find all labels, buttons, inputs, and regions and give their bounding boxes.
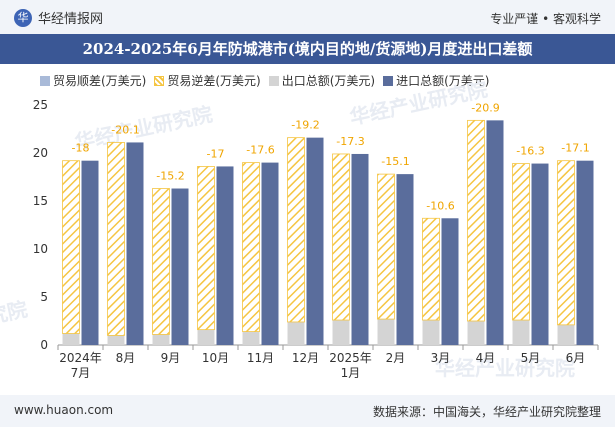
y-tick-label: 20 xyxy=(33,146,48,160)
brand-name: 华经情报网 xyxy=(38,12,104,27)
footer-bar: www.huaon.com 数据来源：中国海关，华经产业研究院整理 xyxy=(0,395,615,427)
legend-swatch-import xyxy=(383,75,394,86)
bar-import xyxy=(396,174,414,345)
legend-item-surplus: 贸易顺差(万美元) xyxy=(40,72,146,89)
x-tick-label: 7月 xyxy=(71,366,91,380)
bar-export xyxy=(467,321,485,345)
legend-swatch-deficit xyxy=(154,75,165,86)
y-tick-label: 15 xyxy=(33,194,48,208)
bar-export xyxy=(197,329,215,345)
bar-deficit xyxy=(287,137,305,323)
watermark-text: 华经产业研究院 xyxy=(0,297,30,350)
bar-export xyxy=(152,334,170,345)
bar-import xyxy=(576,160,594,345)
x-tick-label: 5月 xyxy=(521,351,541,365)
bar-export xyxy=(512,320,530,345)
bar-deficit xyxy=(107,142,125,336)
y-tick-label: 25 xyxy=(33,98,48,112)
x-tick-label: 1月 xyxy=(341,366,361,380)
data-label: -17.6 xyxy=(246,144,274,157)
x-tick-label: 2025年 xyxy=(329,351,372,365)
data-label: -20.9 xyxy=(471,101,499,114)
bar-export xyxy=(62,333,80,345)
legend-item-import: 进口总额(万美元) xyxy=(383,72,490,89)
bar-export xyxy=(422,320,440,345)
x-tick-label: 3月 xyxy=(431,351,451,365)
y-tick-label: 10 xyxy=(33,242,48,256)
legend-item-export: 出口总额(万美元) xyxy=(268,72,376,89)
bar-deficit xyxy=(197,166,215,331)
legend-swatch-export xyxy=(268,75,279,86)
y-tick-label: 5 xyxy=(40,290,48,304)
bar-export xyxy=(107,335,125,345)
bar-import xyxy=(171,188,189,345)
bar-deficit xyxy=(332,153,350,321)
x-tick-label: 6月 xyxy=(566,351,586,365)
legend-label-surplus: 贸易顺差(万美元) xyxy=(53,74,147,88)
x-tick-label: 2024年 xyxy=(59,351,102,365)
bar-import xyxy=(441,218,459,345)
bar-deficit xyxy=(467,119,485,322)
chart-title: 2024-2025年6月年防城港市(境内目的地/货源地)月度进出口差额 xyxy=(0,34,615,64)
legend-item-deficit: 贸易逆差(万美元) xyxy=(154,72,261,89)
bar-deficit xyxy=(152,188,170,335)
x-tick-label: 10月 xyxy=(202,351,229,365)
x-tick-label: 2月 xyxy=(386,351,406,365)
data-label: -17.3 xyxy=(336,135,364,148)
watermark-text: 华经产业研究院 xyxy=(435,356,575,380)
legend-label-import: 进口总额(万美元) xyxy=(396,74,490,88)
y-tick-label: 0 xyxy=(40,338,48,352)
data-label: -16.3 xyxy=(516,145,544,158)
legend-swatch-surplus xyxy=(40,75,50,86)
bar-import xyxy=(216,166,234,345)
tagline: 专业严谨 • 客观科学 xyxy=(490,12,601,26)
bar-import xyxy=(81,160,99,345)
x-tick-label: 12月 xyxy=(292,351,319,365)
bar-import xyxy=(351,153,369,345)
header-bar: 华 华经情报网 专业严谨 • 客观科学 xyxy=(0,0,615,34)
brand[interactable]: 华 华经情报网 xyxy=(14,8,103,27)
data-label: -15.1 xyxy=(381,155,409,168)
data-label: -10.6 xyxy=(426,199,454,212)
legend-label-deficit: 贸易逆差(万美元) xyxy=(167,74,261,88)
bar-import xyxy=(306,137,324,345)
bar-export xyxy=(332,320,350,345)
bar-export xyxy=(287,321,305,345)
data-label: -15.2 xyxy=(156,170,184,183)
data-label: -17.1 xyxy=(561,142,589,155)
data-label: -17 xyxy=(207,147,225,160)
bar-deficit xyxy=(512,163,530,321)
bar-deficit xyxy=(62,160,80,334)
bar-import xyxy=(261,162,279,345)
bar-export xyxy=(557,324,575,345)
data-label: -18 xyxy=(72,142,90,155)
data-label: -20.1 xyxy=(111,123,139,136)
x-tick-label: 9月 xyxy=(161,351,181,365)
legend-label-export: 出口总额(万美元) xyxy=(281,74,376,88)
x-tick-label: 4月 xyxy=(476,351,496,365)
data-label: -19.2 xyxy=(291,119,319,132)
bar-import xyxy=(126,142,144,345)
bar-deficit xyxy=(557,160,575,326)
x-tick-label: 11月 xyxy=(247,351,274,365)
legend: 贸易顺差(万美元) 贸易逆差(万美元) 出口总额(万美元) 进口总额(万美元) xyxy=(40,72,498,89)
bar-deficit xyxy=(242,162,260,332)
brand-logo-icon: 华 xyxy=(14,8,32,27)
bar-import xyxy=(486,120,504,345)
bar-deficit xyxy=(377,173,395,320)
footer-source: 数据来源：中国海关，华经产业研究院整理 xyxy=(372,405,601,419)
bar-import xyxy=(531,163,549,345)
bar-export xyxy=(377,319,395,345)
bar-deficit xyxy=(422,217,440,321)
footer-site-link[interactable]: www.huaon.com xyxy=(14,403,114,417)
x-tick-label: 8月 xyxy=(116,351,136,365)
bar-export xyxy=(242,331,260,345)
watermark-text: 华经产业研究院 xyxy=(73,102,215,155)
